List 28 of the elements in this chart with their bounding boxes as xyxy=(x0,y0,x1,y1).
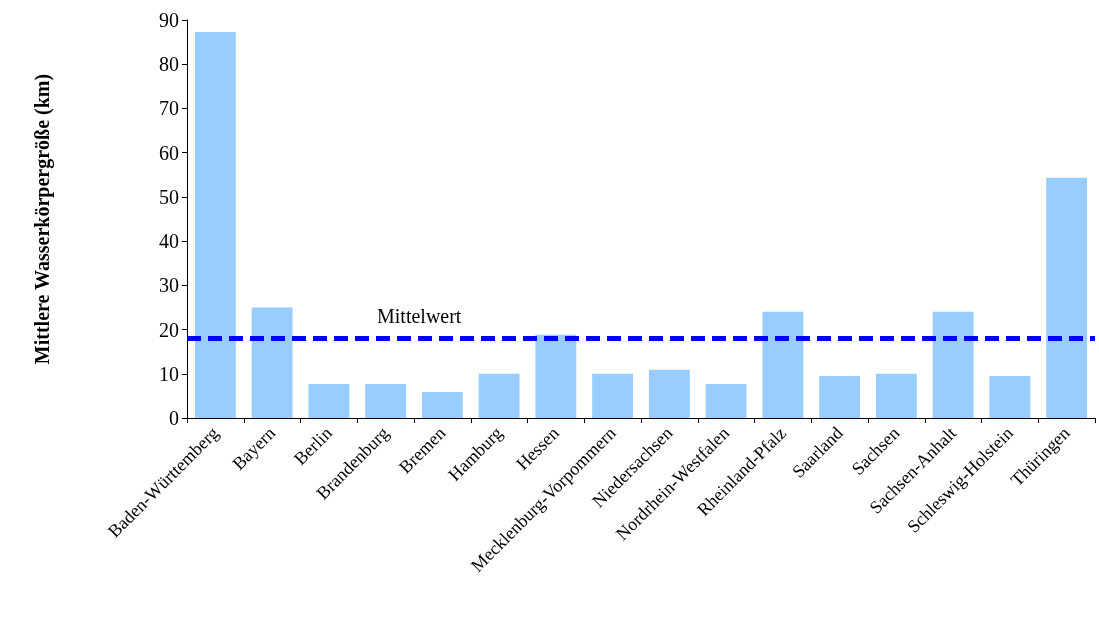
bar xyxy=(705,383,747,418)
y-tick-label: 70 xyxy=(159,97,179,120)
bar xyxy=(1046,177,1088,418)
y-tick-label: 80 xyxy=(159,53,179,76)
bar xyxy=(989,375,1031,418)
y-tick-label: 90 xyxy=(159,9,179,31)
y-tick-label: 30 xyxy=(159,274,179,297)
y-tick-label: 60 xyxy=(159,141,179,164)
bar xyxy=(592,373,634,418)
bar xyxy=(478,373,520,418)
bar xyxy=(194,31,236,418)
bar xyxy=(875,373,917,418)
bar xyxy=(932,311,974,418)
bar xyxy=(308,383,350,418)
y-tick-label: 20 xyxy=(159,318,179,341)
y-tick-label: 40 xyxy=(159,230,179,253)
y-tick-label: 0 xyxy=(169,407,179,429)
y-axis-title: Mittlere Wasserkörpergröße (km) xyxy=(31,73,54,365)
bar xyxy=(648,369,690,418)
bar xyxy=(251,307,293,418)
bar xyxy=(365,383,407,418)
y-tick-label: 50 xyxy=(159,185,179,208)
bar xyxy=(762,311,804,418)
ref-line-label: Mittelwert xyxy=(377,305,462,328)
y-tick-label: 10 xyxy=(159,362,179,385)
bar xyxy=(421,391,463,418)
bar xyxy=(819,375,861,418)
bar xyxy=(535,334,577,418)
